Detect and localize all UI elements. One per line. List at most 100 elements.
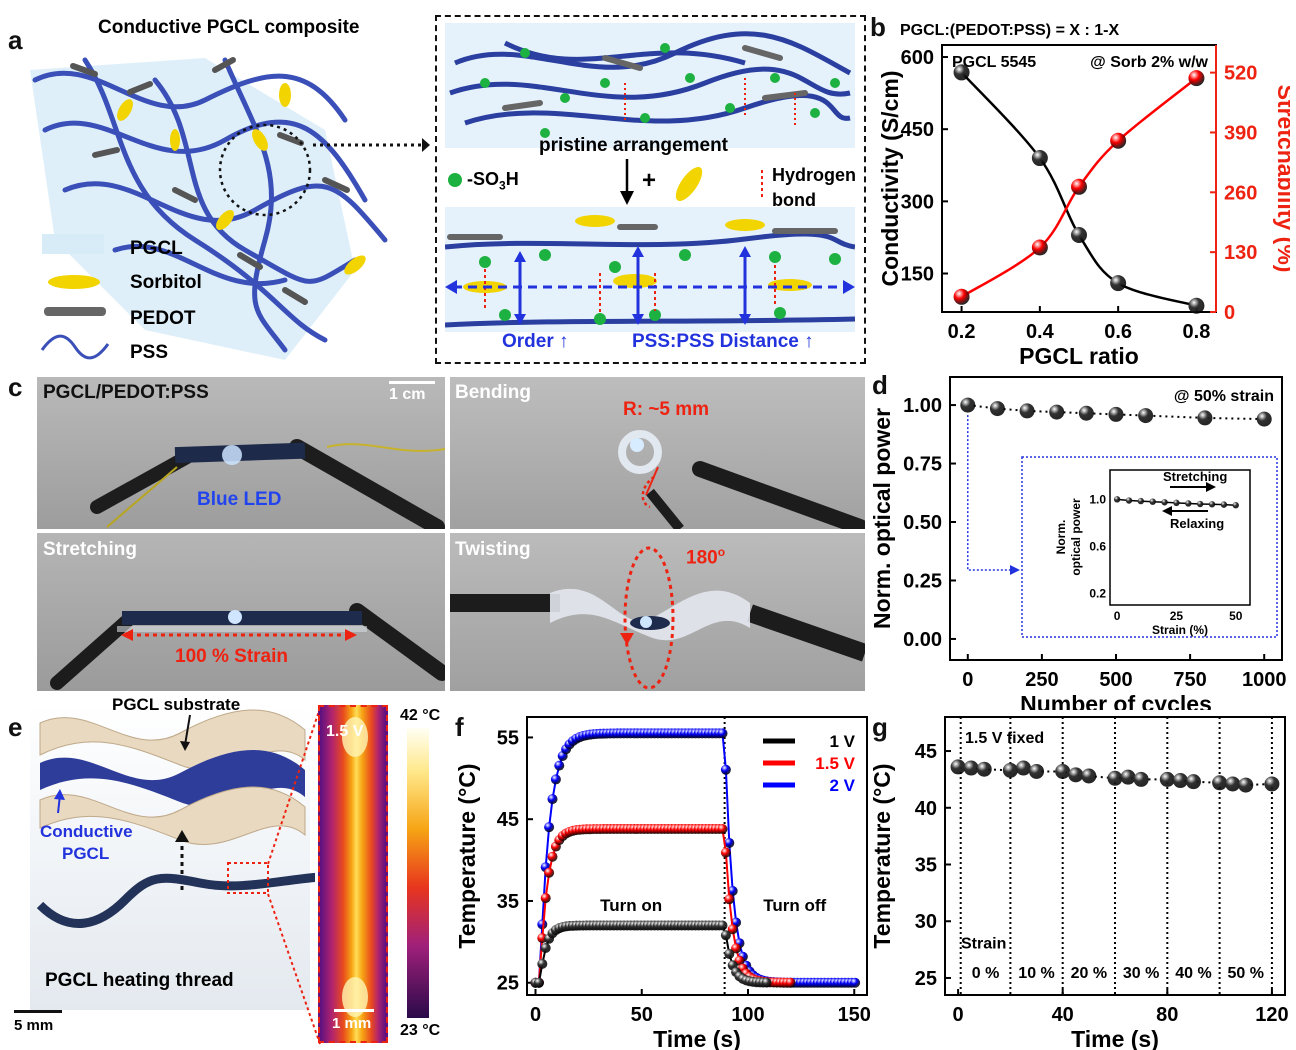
data-point — [731, 943, 742, 954]
panel-label-g: g — [872, 712, 888, 742]
turn-on-label: Turn on — [600, 896, 662, 915]
pedot-rod — [322, 177, 350, 193]
segment-strain-label: 10 % — [1018, 965, 1054, 982]
data-point — [554, 760, 565, 771]
data-point — [544, 867, 555, 878]
y-tick-label: 25 — [497, 973, 519, 995]
thermal-scale-label: 1 mm — [332, 1015, 372, 1032]
data-point — [720, 930, 731, 941]
y-tick-label: 35 — [497, 891, 519, 913]
x-tick-label: 250 — [1025, 669, 1058, 691]
x-tick-label: 0.8 — [1183, 321, 1211, 343]
y2-tick-label: 520 — [1224, 63, 1257, 85]
heating-thread-illustration — [36, 709, 315, 928]
segment-strain-label: 40 % — [1175, 965, 1211, 982]
x-tick-label: 80 — [1156, 1004, 1178, 1026]
chart-d-optical-power-cycles: 0 250 500 750 10000.000.250.500.751.00Number… — [870, 376, 1287, 710]
inset-relaxing-label: Relaxing — [1170, 516, 1224, 531]
data-point — [1133, 771, 1149, 787]
data-point-conductivity — [953, 64, 970, 81]
inset-y-label-2: optical power — [1069, 498, 1083, 576]
data-point — [976, 761, 992, 777]
panel-label-d: d — [872, 370, 888, 400]
data-point — [960, 397, 976, 413]
data-point — [1185, 774, 1201, 790]
data-point — [717, 824, 728, 835]
legend-pgcl: PGCL — [130, 238, 183, 259]
inset-data-point — [1149, 498, 1156, 505]
data-point — [537, 958, 548, 969]
thread-scale-bar — [14, 1010, 62, 1013]
panel-label-a: a — [8, 25, 23, 55]
substrate-label: PGCL substrate — [112, 695, 241, 714]
photo-flat-led-drawing — [90, 439, 445, 529]
x-axis-label: Time (s) — [653, 1026, 741, 1050]
zoom-arrow-head — [422, 138, 430, 152]
zoom-circle — [218, 123, 312, 217]
photo-bending: Bending R: ~5 mm — [450, 377, 865, 529]
data-point — [785, 977, 796, 988]
pedot-rod — [237, 252, 263, 270]
data-point-stretchability — [1110, 132, 1127, 149]
so3h-sub: 3 — [499, 178, 506, 193]
data-point — [1078, 405, 1094, 421]
y-axis-label: Temperature (°C) — [870, 763, 895, 948]
data-point — [989, 401, 1005, 417]
y-tick-label: 150 — [901, 264, 934, 286]
pedot-rod — [70, 63, 98, 77]
annotation-sorb: @ Sorb 2% w/w — [1090, 54, 1208, 71]
data-point — [727, 924, 738, 935]
data-point — [850, 977, 861, 988]
x-tick-label: 1000 — [1242, 669, 1287, 691]
series-line — [535, 732, 856, 984]
data-point — [1029, 763, 1045, 779]
x-tick-label: 40 — [1052, 1004, 1074, 1026]
data-point — [533, 977, 544, 988]
conductive-label-1: Conductive — [40, 822, 133, 841]
x-tick-label: 0.6 — [1104, 321, 1132, 343]
y-tick-label: 40 — [915, 798, 937, 820]
inset-frame — [1021, 456, 1278, 638]
inset-stretching-label: Stretching — [1163, 469, 1227, 484]
thermal-voltage-label: 1.5 V — [326, 723, 364, 740]
zoom-box — [227, 862, 269, 894]
inset-data-point — [1232, 502, 1239, 509]
y-tick-label: 30 — [915, 911, 937, 933]
inset-data-point — [1208, 501, 1216, 508]
data-point — [1068, 767, 1084, 783]
x-tick-label: 100 — [731, 1004, 764, 1026]
inset-bottom-chains — [445, 207, 855, 332]
x-axis-label: Time (s) — [1071, 1026, 1159, 1050]
y-tick-label: 450 — [901, 119, 934, 141]
data-point — [540, 943, 551, 954]
data-point — [1081, 768, 1097, 784]
data-point — [724, 948, 735, 959]
data-point — [1019, 403, 1035, 419]
x-tick-label: 0 — [953, 1004, 964, 1026]
sorbitol-swatch — [48, 275, 100, 289]
data-point — [1256, 411, 1272, 427]
inset-top-chains — [445, 23, 855, 148]
inset-data-point — [1220, 501, 1228, 508]
led-glow — [640, 616, 652, 628]
scale-bar-label: 1 cm — [389, 386, 426, 403]
twist-angle-value: 180 — [686, 547, 718, 569]
twist-angle-degree: o — [717, 545, 726, 559]
chart-b-title: PGCL:(PEDOT:PSS) = X : 1-X — [900, 22, 1119, 39]
y-tick-label: 0.50 — [903, 512, 942, 534]
chart-f-temperature-voltage: 0 50 100 150 25 35 45 55 Time (s) Temperature (°C… — [455, 716, 871, 1050]
pss-chain — [222, 57, 288, 353]
y-tick-label: 55 — [497, 727, 519, 749]
photo-twisting-drawing — [450, 546, 865, 690]
y2-tick-label: 390 — [1224, 122, 1257, 144]
pedot-rod — [212, 57, 236, 73]
stretch-arrow-head — [1206, 482, 1216, 492]
data-point-stretchability — [1188, 70, 1205, 87]
colorbar — [407, 728, 429, 1018]
so3h-dot — [448, 173, 462, 187]
heating-thread-label: PGCL heating thread — [45, 970, 234, 991]
panel-label-e: e — [8, 712, 23, 742]
x-tick-label: 0 — [962, 669, 973, 691]
inset-so3h-label: -SO3H — [467, 169, 519, 193]
pss-swatch — [40, 334, 110, 360]
